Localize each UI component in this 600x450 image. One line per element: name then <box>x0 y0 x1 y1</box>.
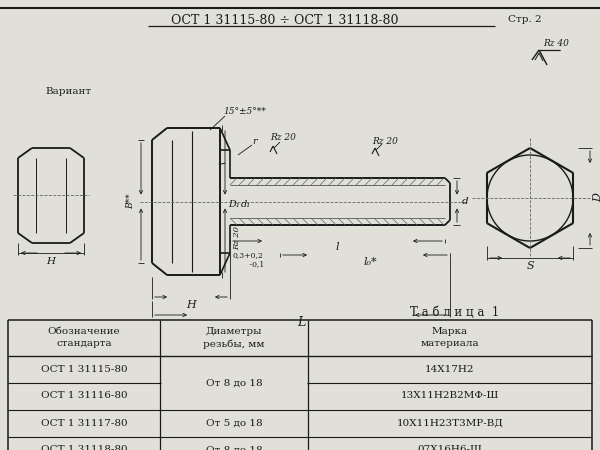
Text: 15°±5°**: 15°±5°** <box>223 108 266 117</box>
Text: d₁: d₁ <box>241 200 251 209</box>
Text: ОСТ 1 31116-80: ОСТ 1 31116-80 <box>41 392 127 400</box>
Text: D₁: D₁ <box>228 200 240 209</box>
Text: Rz 20: Rz 20 <box>372 138 398 147</box>
Text: 13Х11Н2В2МФ-Ш: 13Х11Н2В2МФ-Ш <box>401 392 499 400</box>
Text: H: H <box>186 300 196 310</box>
Text: ОСТ 1 31117-80: ОСТ 1 31117-80 <box>41 418 127 427</box>
Text: стандарта: стандарта <box>56 339 112 348</box>
Text: материала: материала <box>421 339 479 348</box>
Text: d: d <box>461 197 469 206</box>
Text: 14Х17Н2: 14Х17Н2 <box>425 364 475 373</box>
Text: От 8 до 18: От 8 до 18 <box>206 446 262 450</box>
Text: -0,1: -0,1 <box>240 260 264 268</box>
Text: Вариант: Вариант <box>45 87 91 96</box>
Text: ОСТ 1 31118-80: ОСТ 1 31118-80 <box>41 446 127 450</box>
Text: l: l <box>335 242 339 252</box>
Text: Марка: Марка <box>432 327 468 336</box>
Text: От 5 до 18: От 5 до 18 <box>206 418 262 427</box>
Text: Обозначение: Обозначение <box>47 327 121 336</box>
Text: r: r <box>253 138 257 147</box>
Text: Стр. 2: Стр. 2 <box>508 15 542 24</box>
Text: резьбы, мм: резьбы, мм <box>203 339 265 349</box>
Text: 07Х16Н6-Ш: 07Х16Н6-Ш <box>418 446 482 450</box>
Text: ОСТ 1 31115-80 ÷ ОСТ 1 31118-80: ОСТ 1 31115-80 ÷ ОСТ 1 31118-80 <box>171 14 399 27</box>
Text: Rz 20: Rz 20 <box>270 134 296 143</box>
Text: B**: B** <box>127 194 136 209</box>
Text: D: D <box>593 194 600 202</box>
Text: 0,3+0,2: 0,3+0,2 <box>233 251 263 259</box>
Text: S: S <box>526 261 534 271</box>
Text: H: H <box>47 256 56 266</box>
Text: ОСТ 1 31115-80: ОСТ 1 31115-80 <box>41 364 127 373</box>
Text: Т а б л и ц а  1: Т а б л и ц а 1 <box>410 306 500 319</box>
Text: Диаметры: Диаметры <box>206 327 262 336</box>
Text: От 8 до 18: От 8 до 18 <box>206 378 262 387</box>
Text: Rz 20: Rz 20 <box>233 226 241 250</box>
Text: l₀*: l₀* <box>363 257 377 267</box>
Text: L: L <box>297 316 305 329</box>
Text: 10Х11Н23Т3МР-ВД: 10Х11Н23Т3МР-ВД <box>397 418 503 427</box>
Text: Rz 40: Rz 40 <box>543 39 569 48</box>
